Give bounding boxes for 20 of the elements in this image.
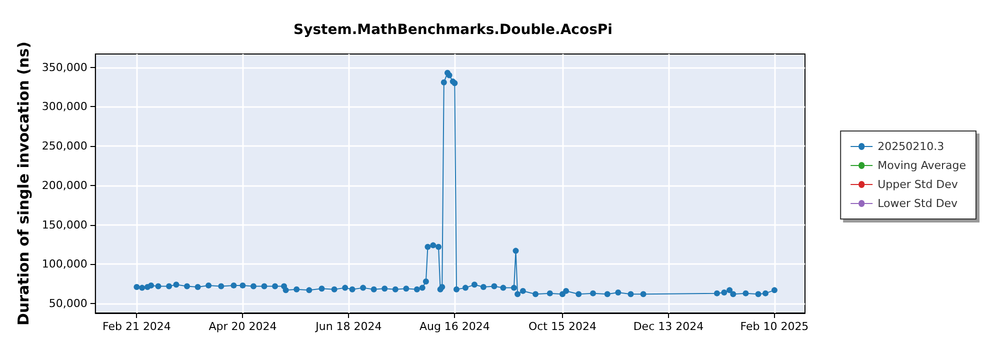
y-tick-label: 150,000 bbox=[42, 218, 88, 232]
legend-label: 20250210.3 bbox=[878, 140, 944, 153]
legend-label: Upper Std Dev bbox=[878, 178, 958, 191]
y-tick-label: 250,000 bbox=[42, 140, 88, 153]
chart-title: System.MathBenchmarks.Double.AcosPi bbox=[294, 22, 612, 38]
x-tick-label: Feb 21 2024 bbox=[102, 320, 171, 333]
y-tick-label: 100,000 bbox=[42, 258, 88, 271]
y-axis-title: Duration of single invocation (ns) bbox=[14, 42, 32, 326]
y-tick-label: 300,000 bbox=[42, 100, 88, 114]
y-tick-label: 50,000 bbox=[48, 297, 88, 310]
y-tick-label: 200,000 bbox=[42, 178, 88, 192]
x-tick-label: Apr 20 2024 bbox=[208, 320, 277, 333]
x-tick-label: Feb 10 2025 bbox=[740, 320, 809, 333]
x-tick-label: Oct 15 2024 bbox=[528, 320, 596, 333]
x-tick-label: Jun 18 2024 bbox=[314, 320, 382, 333]
legend-label: Lower Std Dev bbox=[878, 197, 958, 210]
y-tick-label: 350,000 bbox=[42, 60, 88, 74]
x-tick-label: Dec 13 2024 bbox=[633, 320, 704, 333]
legend-label: Moving Average bbox=[878, 159, 966, 172]
x-tick-label: Aug 16 2024 bbox=[419, 320, 490, 333]
